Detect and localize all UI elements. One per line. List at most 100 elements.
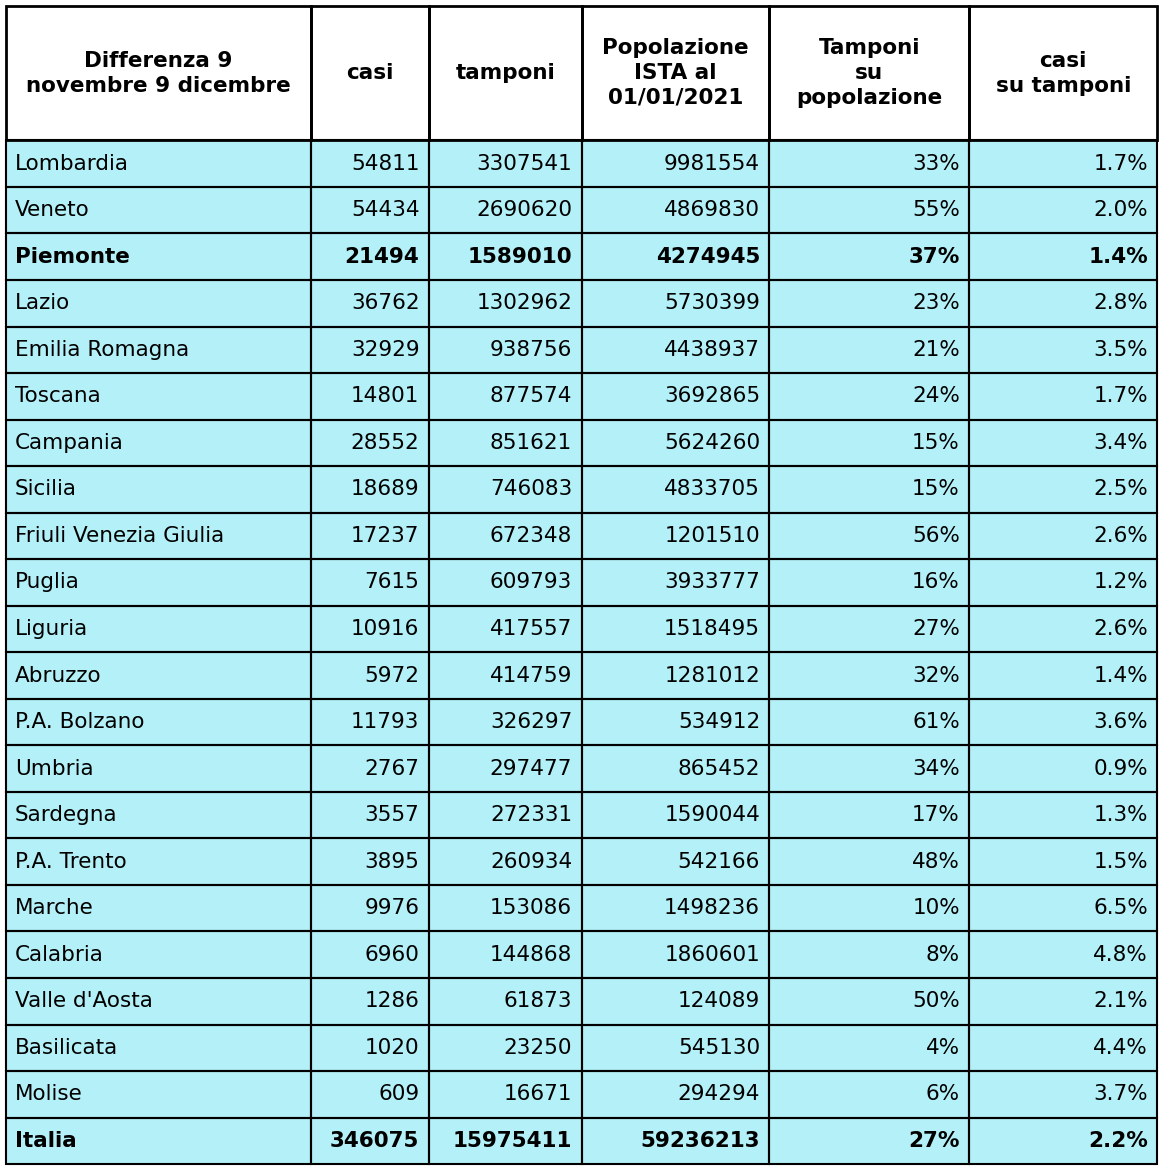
Bar xyxy=(770,839,969,885)
Bar xyxy=(6,1117,312,1164)
Bar xyxy=(770,234,969,280)
Text: Toscana: Toscana xyxy=(15,386,101,406)
Bar xyxy=(969,792,1157,839)
Bar xyxy=(312,839,429,885)
Text: 542166: 542166 xyxy=(678,852,761,872)
Bar xyxy=(312,559,429,606)
Bar xyxy=(770,792,969,839)
Bar xyxy=(969,512,1157,559)
Bar xyxy=(6,373,312,420)
Bar xyxy=(770,512,969,559)
Bar xyxy=(582,931,770,978)
Bar xyxy=(312,885,429,931)
Bar xyxy=(770,140,969,187)
Bar xyxy=(770,792,969,839)
Bar xyxy=(429,698,582,745)
Text: Lombardia: Lombardia xyxy=(15,153,129,173)
Bar xyxy=(429,466,582,512)
Text: 1498236: 1498236 xyxy=(664,899,761,918)
Bar xyxy=(312,234,429,280)
Bar xyxy=(969,839,1157,885)
Text: 2.6%: 2.6% xyxy=(1093,619,1148,639)
Bar xyxy=(770,373,969,420)
Bar xyxy=(429,6,582,140)
Bar xyxy=(6,745,312,792)
Text: 48%: 48% xyxy=(912,852,959,872)
Text: 23%: 23% xyxy=(912,294,959,314)
Text: 4869830: 4869830 xyxy=(664,200,761,220)
Text: Sicilia: Sicilia xyxy=(15,480,77,500)
Bar xyxy=(582,1071,770,1117)
Bar xyxy=(6,280,312,326)
Text: 1.4%: 1.4% xyxy=(1093,666,1148,686)
Bar xyxy=(582,1117,770,1164)
Bar xyxy=(429,6,582,140)
Bar xyxy=(582,6,770,140)
Bar xyxy=(312,466,429,512)
Bar xyxy=(312,140,429,187)
Text: 2.1%: 2.1% xyxy=(1093,991,1148,1011)
Bar xyxy=(582,698,770,745)
Text: 3895: 3895 xyxy=(364,852,420,872)
Bar xyxy=(582,420,770,466)
Bar xyxy=(6,931,312,978)
Text: 1.2%: 1.2% xyxy=(1093,572,1148,592)
Text: 534912: 534912 xyxy=(678,713,761,732)
Bar xyxy=(582,280,770,326)
Text: Calabria: Calabria xyxy=(15,944,104,965)
Text: 50%: 50% xyxy=(912,991,959,1011)
Bar xyxy=(312,187,429,234)
Bar xyxy=(582,420,770,466)
Text: 54434: 54434 xyxy=(351,200,420,220)
Bar xyxy=(770,559,969,606)
Bar xyxy=(312,373,429,420)
Bar xyxy=(312,1025,429,1071)
Bar xyxy=(770,885,969,931)
Bar xyxy=(969,606,1157,653)
Bar xyxy=(6,653,312,698)
Text: 5624260: 5624260 xyxy=(664,433,761,453)
Bar xyxy=(312,1071,429,1117)
Text: casi
su tamponi: casi su tamponi xyxy=(996,50,1130,96)
Bar xyxy=(770,373,969,420)
Text: 1.7%: 1.7% xyxy=(1093,386,1148,406)
Bar xyxy=(6,931,312,978)
Bar xyxy=(582,6,770,140)
Text: 21%: 21% xyxy=(912,339,959,360)
Text: 545130: 545130 xyxy=(678,1038,761,1058)
Bar xyxy=(312,140,429,187)
Text: 32%: 32% xyxy=(912,666,959,686)
Text: 609793: 609793 xyxy=(490,572,572,592)
Bar xyxy=(6,792,312,839)
Text: 16671: 16671 xyxy=(504,1085,572,1104)
Bar xyxy=(582,1117,770,1164)
Bar xyxy=(582,792,770,839)
Bar xyxy=(312,420,429,466)
Text: Liguria: Liguria xyxy=(15,619,88,639)
Bar xyxy=(312,326,429,373)
Text: 27%: 27% xyxy=(912,619,959,639)
Text: Molise: Molise xyxy=(15,1085,83,1104)
Text: 1518495: 1518495 xyxy=(664,619,761,639)
Text: casi: casi xyxy=(347,63,394,83)
Text: 10916: 10916 xyxy=(351,619,420,639)
Bar xyxy=(429,326,582,373)
Text: 15975411: 15975411 xyxy=(452,1131,572,1151)
Bar xyxy=(582,885,770,931)
Text: 33%: 33% xyxy=(912,153,959,173)
Text: 61%: 61% xyxy=(912,713,959,732)
Text: Valle d'Aosta: Valle d'Aosta xyxy=(15,991,154,1011)
Text: 2767: 2767 xyxy=(364,758,420,778)
Text: 14801: 14801 xyxy=(351,386,420,406)
Bar xyxy=(582,373,770,420)
Bar xyxy=(969,6,1157,140)
Text: 1.4%: 1.4% xyxy=(1089,247,1148,267)
Bar xyxy=(6,326,312,373)
Bar xyxy=(312,698,429,745)
Bar xyxy=(429,326,582,373)
Bar xyxy=(770,280,969,326)
Bar xyxy=(770,606,969,653)
Bar xyxy=(6,6,312,140)
Bar xyxy=(582,653,770,698)
Bar xyxy=(969,978,1157,1025)
